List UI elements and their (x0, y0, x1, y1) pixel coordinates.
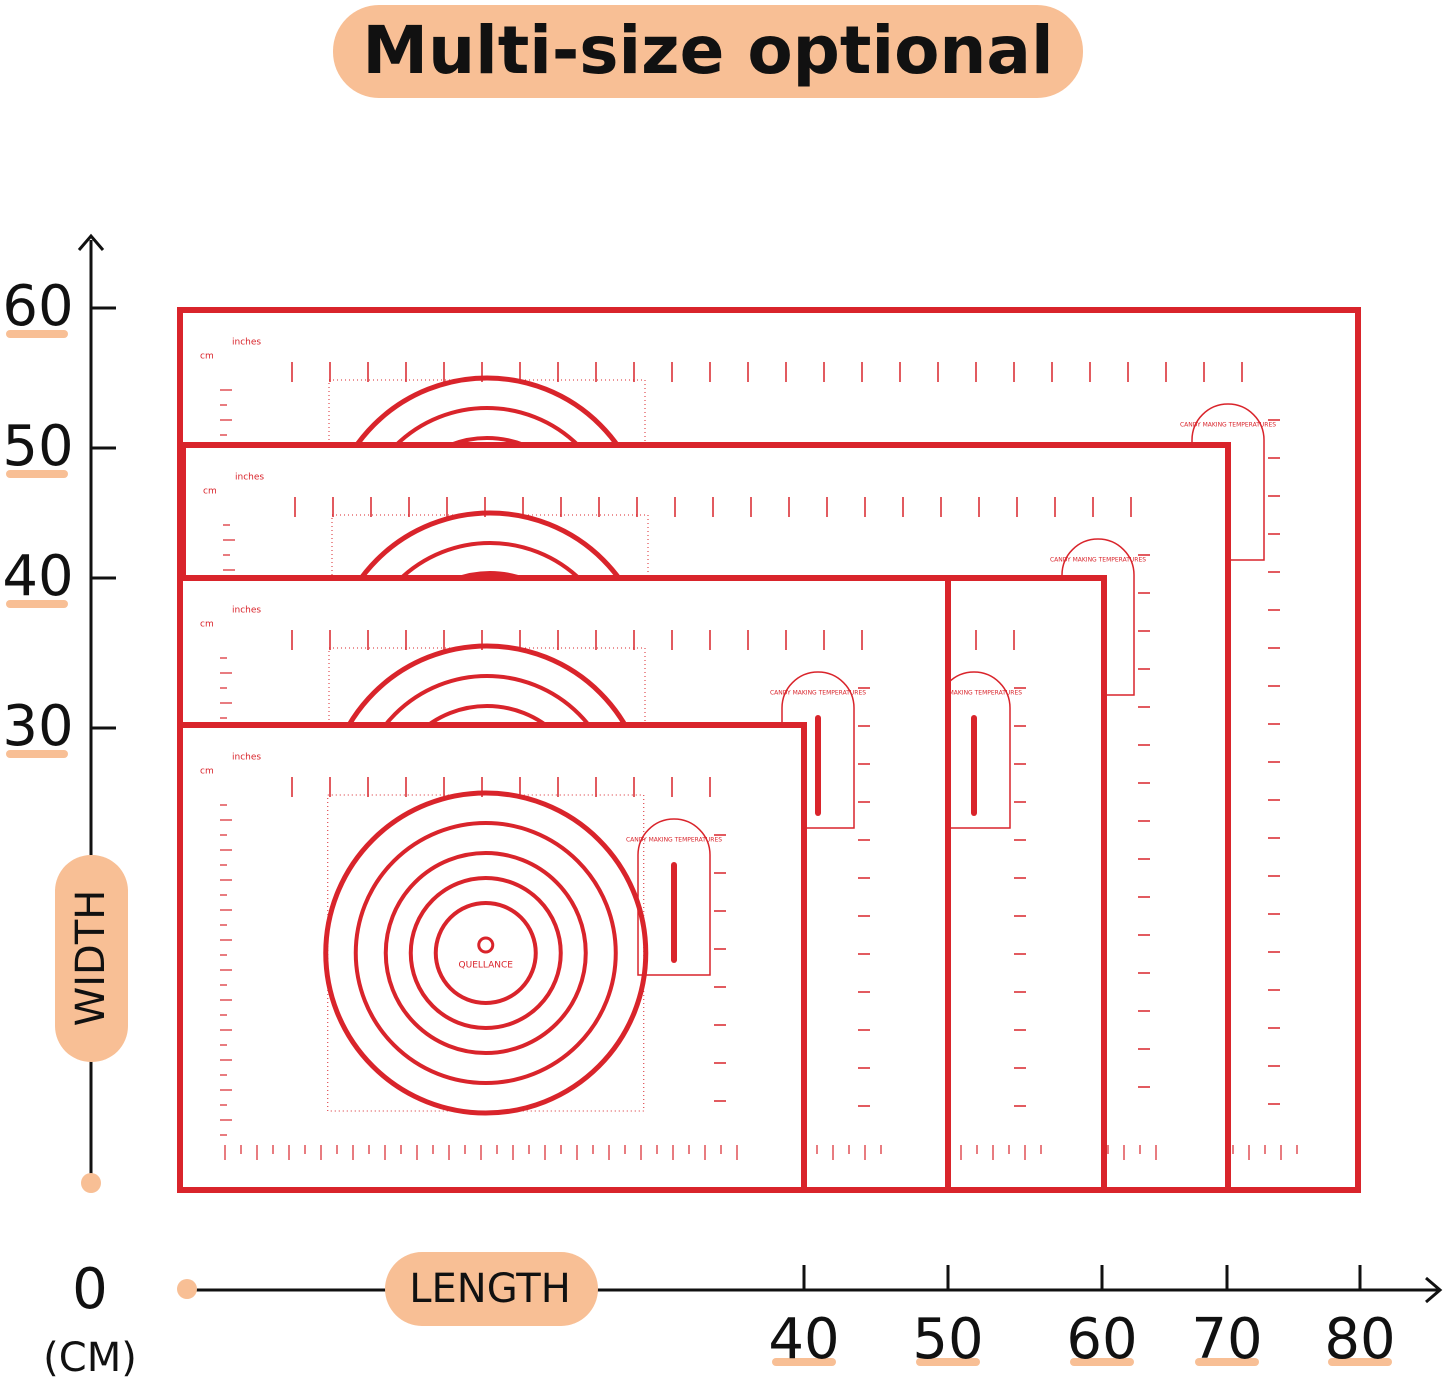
candy-title: CANDY MAKING TEMPERATURES (1180, 422, 1276, 429)
candy-chart (1191, 403, 1265, 561)
candy-title: CANDY MAKING TEMPERATURES (626, 837, 722, 844)
x-tick-label: 70 (1191, 1307, 1262, 1372)
tick-underline (1070, 1358, 1134, 1366)
tick-underline (6, 750, 68, 758)
candy-chart (781, 671, 855, 829)
mat-circle (433, 901, 538, 1005)
candy-title: CANDY MAKING TEMPERATURES (1050, 557, 1146, 564)
x-origin-dot (177, 1279, 197, 1299)
title-pill (333, 5, 1083, 98)
origin-label: 0 (72, 1257, 108, 1322)
length-pill (385, 1252, 598, 1326)
tick-underline (6, 330, 68, 338)
mats: inches cm CANDY MAKING TEMPERATURES QUELLAN… (177, 307, 1361, 1193)
mat: inches cm CANDY MAKING TEMPERATURES QUELLAN… (177, 722, 807, 1193)
x-axis-label: LENGTH (409, 1266, 571, 1312)
x-arrow (1425, 1276, 1443, 1304)
x-tick-label: 50 (912, 1307, 983, 1372)
candy-chart (1061, 538, 1135, 696)
tick-underline (6, 600, 68, 608)
brand-logo (477, 936, 495, 954)
y-arrow (77, 233, 105, 251)
cm-label: cm (200, 620, 214, 630)
candy-title: CANDY MAKING TEMPERATURES (770, 690, 866, 697)
mat-circle (383, 851, 588, 1055)
width-pill (55, 855, 128, 1062)
inch-label: inches (232, 753, 261, 763)
candy-chart (637, 818, 711, 976)
brand: QUELLANCE (459, 961, 514, 971)
y-tick-label: 30 (2, 694, 73, 759)
cm-label: cm (203, 487, 217, 497)
tick-underline (1195, 1358, 1259, 1366)
cm-label: cm (200, 767, 214, 777)
unit-label: (CM) (43, 1335, 137, 1381)
cm-label: cm (200, 352, 214, 362)
tick-underline (772, 1358, 836, 1366)
inch-label: inches (232, 338, 261, 348)
inch-label: inches (232, 606, 261, 616)
title: Multi-size optional (362, 12, 1053, 89)
y-origin-dot (81, 1173, 101, 1193)
y-tick-label: 60 (2, 274, 73, 339)
tick-underline (1328, 1358, 1392, 1366)
mat-circle (353, 821, 618, 1085)
y-tick-label: 50 (2, 414, 73, 479)
candy-title: CANDY MAKING TEMPERATURES (926, 690, 1022, 697)
x-tick-label: 80 (1324, 1307, 1395, 1372)
mat-circle (323, 790, 649, 1116)
x-tick-label: 40 (768, 1307, 839, 1372)
x-tick-label: 60 (1066, 1307, 1137, 1372)
tick-underline (6, 470, 68, 478)
inch-label: inches (235, 473, 264, 483)
y-tick-label: 40 (2, 544, 73, 609)
tick-underline (916, 1358, 980, 1366)
y-axis-label: WIDTH (68, 890, 114, 1027)
mat-circle (408, 876, 563, 1030)
